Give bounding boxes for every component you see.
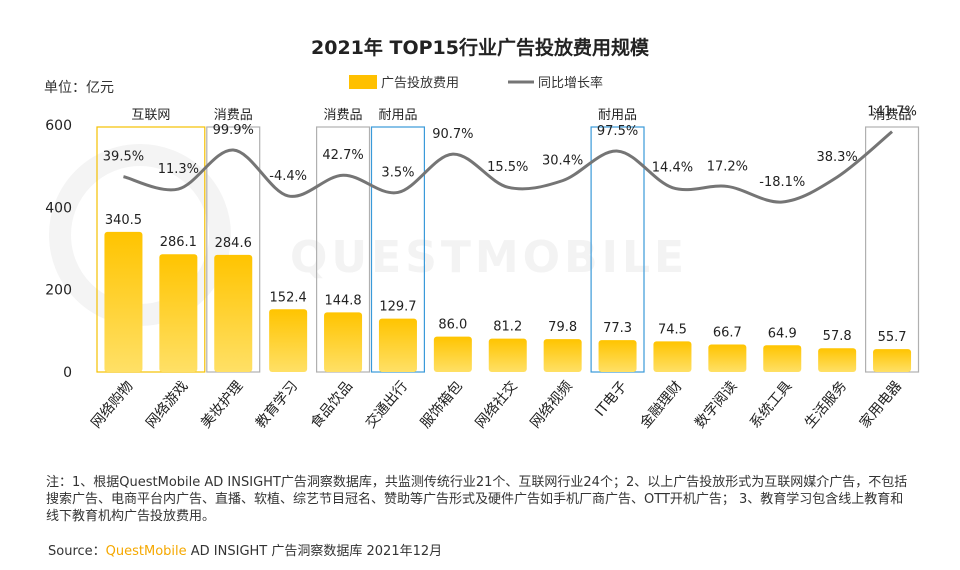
bar-value-label: 286.1 bbox=[160, 235, 197, 250]
bar-value-label: 66.7 bbox=[713, 326, 742, 341]
category-label: 交通出行 bbox=[362, 378, 411, 432]
group-box bbox=[96, 126, 206, 373]
bar-value-label: 340.5 bbox=[105, 213, 142, 228]
bar-value-label: 55.7 bbox=[878, 330, 907, 345]
growth-label: 90.7% bbox=[432, 127, 473, 142]
category-label: 金融理财 bbox=[637, 378, 685, 431]
bar-value-label: 86.0 bbox=[438, 318, 467, 333]
growth-label: 3.5% bbox=[381, 165, 414, 180]
y-tick-label: 0 bbox=[63, 365, 72, 381]
source-brand: QuestMobile bbox=[105, 544, 187, 559]
growth-label: -4.4% bbox=[269, 169, 307, 184]
growth-label: 17.2% bbox=[707, 159, 748, 174]
bar bbox=[818, 348, 857, 372]
category-label: 家用电器 bbox=[856, 378, 905, 432]
bar bbox=[433, 336, 472, 372]
growth-label: 38.3% bbox=[816, 150, 857, 165]
bar-value-label: 57.8 bbox=[823, 329, 852, 344]
chart-title: 2021年 TOP15行业广告投放费用规模 bbox=[311, 36, 650, 59]
legend-bar-swatch bbox=[349, 75, 377, 89]
bar bbox=[763, 345, 802, 372]
legend-bar-label: 广告投放费用 bbox=[381, 75, 459, 91]
bar bbox=[543, 339, 582, 372]
category-label: 生活服务 bbox=[802, 378, 850, 431]
bar bbox=[159, 254, 198, 372]
unit-label: 单位：亿元 bbox=[44, 80, 114, 96]
svg-text:QUESTMOBILE: QUESTMOBILE bbox=[290, 232, 688, 283]
category-label: 教育学习 bbox=[253, 378, 301, 431]
category-label: 网络视频 bbox=[527, 378, 575, 431]
bar-value-label: 144.8 bbox=[324, 293, 361, 308]
category-label: 网络社交 bbox=[472, 378, 521, 432]
bar bbox=[104, 231, 143, 372]
legend-line-label: 同比增长率 bbox=[538, 75, 603, 91]
growth-label: 30.4% bbox=[542, 154, 583, 169]
group-label: 消费品 bbox=[214, 108, 253, 123]
bar bbox=[873, 349, 912, 372]
source-prefix: Source： bbox=[48, 544, 106, 559]
y-tick-label: 600 bbox=[45, 118, 72, 134]
growth-label: 97.5% bbox=[597, 124, 638, 139]
growth-label: 14.4% bbox=[652, 161, 693, 176]
category-label: 数字阅读 bbox=[691, 378, 740, 432]
chart: QUESTMOBILE 2021年 TOP15行业广告投放费用规模 单位：亿元 … bbox=[44, 36, 920, 432]
source-rest: AD INSIGHT 广告洞察数据库 2021年12月 bbox=[186, 544, 443, 559]
bar-value-label: 152.4 bbox=[270, 290, 307, 305]
group-label: 消费品 bbox=[324, 108, 363, 123]
bar-value-label: 64.9 bbox=[768, 326, 797, 341]
bar bbox=[324, 312, 363, 372]
footnote: 注：1、根据QuestMobile AD INSIGHT广告洞察数据库，共监测传… bbox=[46, 475, 908, 524]
category-label: 网络购物 bbox=[88, 378, 136, 431]
bar bbox=[488, 338, 527, 372]
category-label: 网络游戏 bbox=[143, 378, 191, 431]
bar-value-label: 74.5 bbox=[658, 322, 687, 337]
bar-value-label: 284.6 bbox=[215, 236, 252, 251]
bar-value-label: 129.7 bbox=[379, 300, 416, 315]
category-label: IT电子 bbox=[592, 378, 630, 419]
y-tick-label: 400 bbox=[45, 200, 72, 216]
growth-label: 141.7% bbox=[867, 105, 917, 120]
group-label: 耐用品 bbox=[378, 108, 417, 123]
growth-label: 42.7% bbox=[322, 148, 363, 163]
bar-value-label: 79.8 bbox=[548, 320, 577, 335]
bar-value-label: 77.3 bbox=[603, 321, 632, 336]
growth-label: 39.5% bbox=[103, 150, 144, 165]
y-tick-label: 200 bbox=[45, 283, 72, 299]
category-label: 系统工具 bbox=[747, 378, 795, 431]
growth-label: 99.9% bbox=[213, 123, 254, 138]
growth-line bbox=[123, 130, 894, 204]
growth-label: -18.1% bbox=[759, 175, 805, 190]
growth-label: 11.3% bbox=[158, 162, 199, 177]
bar bbox=[653, 341, 692, 372]
bar bbox=[214, 254, 253, 372]
legend: 广告投放费用 同比增长率 bbox=[349, 75, 603, 91]
group-label: 耐用品 bbox=[598, 108, 637, 123]
bar bbox=[598, 340, 637, 372]
watermark: QUESTMOBILE bbox=[49, 144, 688, 326]
category-label: 服饰箱包 bbox=[418, 378, 466, 431]
bar bbox=[269, 309, 308, 372]
source-line: Source：QuestMobile AD INSIGHT 广告洞察数据库 20… bbox=[48, 540, 442, 559]
bar-value-label: 81.2 bbox=[493, 320, 522, 335]
bar bbox=[708, 344, 747, 372]
category-label: 食品饮品 bbox=[307, 378, 356, 432]
category-label: 美妆护理 bbox=[198, 378, 246, 431]
group-label: 互联网 bbox=[131, 108, 170, 123]
group-label: 消费品 bbox=[873, 108, 912, 123]
bar bbox=[378, 318, 417, 372]
growth-label: 15.5% bbox=[487, 160, 528, 175]
